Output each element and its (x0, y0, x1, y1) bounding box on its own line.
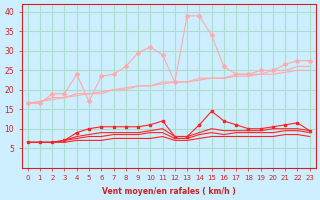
X-axis label: Vent moyen/en rafales ( km/h ): Vent moyen/en rafales ( km/h ) (102, 187, 236, 196)
